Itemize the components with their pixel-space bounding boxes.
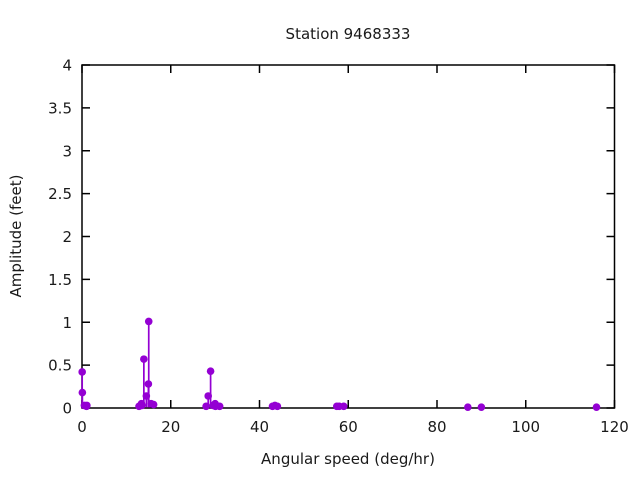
data-point: [477, 403, 486, 411]
y-tick-label: 0: [62, 400, 72, 418]
data-point: [149, 400, 158, 409]
data-point: [137, 401, 146, 410]
y-axis-label: Amplitude (feet): [7, 175, 25, 298]
data-point: [83, 401, 91, 410]
x-tick-label: 60: [339, 418, 358, 436]
data-point: [144, 380, 153, 388]
axis-ticks: [81, 64, 616, 409]
chart-title: Station 9468333: [286, 25, 411, 43]
data-point: [204, 392, 213, 400]
data-point: [144, 317, 153, 326]
y-tick-label: 3: [62, 142, 72, 160]
y-tick-labels: 0 0.5 1 1.5 2 2.5 3 3.5 4: [48, 57, 72, 418]
y-tick-label: 2.5: [48, 185, 72, 203]
y-tick-label: 2: [62, 228, 72, 246]
x-tick-labels: 0 20 40 60 80 100 120: [77, 418, 629, 436]
data-point: [206, 367, 215, 375]
y-tick-label: 3.5: [48, 99, 72, 117]
y-tick-label: 1.5: [48, 271, 72, 289]
x-tick-label: 20: [161, 418, 180, 436]
x-tick-label: 120: [600, 418, 629, 436]
data-series: [78, 317, 601, 411]
data-point: [339, 402, 348, 411]
y-tick-label: 0.5: [48, 357, 72, 375]
plot-border: [81, 64, 616, 409]
data-point: [202, 402, 210, 411]
data-point: [142, 392, 151, 400]
border-box: [81, 64, 616, 409]
x-tick-label: 80: [427, 418, 446, 436]
x-tick-label: 40: [250, 418, 269, 436]
x-tick-label: 0: [77, 418, 87, 436]
data-point: [78, 368, 86, 376]
data-point: [215, 402, 224, 411]
y-tick-label: 1: [62, 314, 72, 332]
x-axis-label: Angular speed (deg/hr): [261, 450, 435, 468]
data-point: [273, 402, 282, 411]
y-tick-label: 4: [62, 57, 72, 75]
x-tick-label: 100: [511, 418, 540, 436]
data-point: [592, 403, 601, 411]
data-point: [140, 355, 148, 363]
data-point: [78, 388, 87, 397]
data-point: [464, 403, 472, 411]
